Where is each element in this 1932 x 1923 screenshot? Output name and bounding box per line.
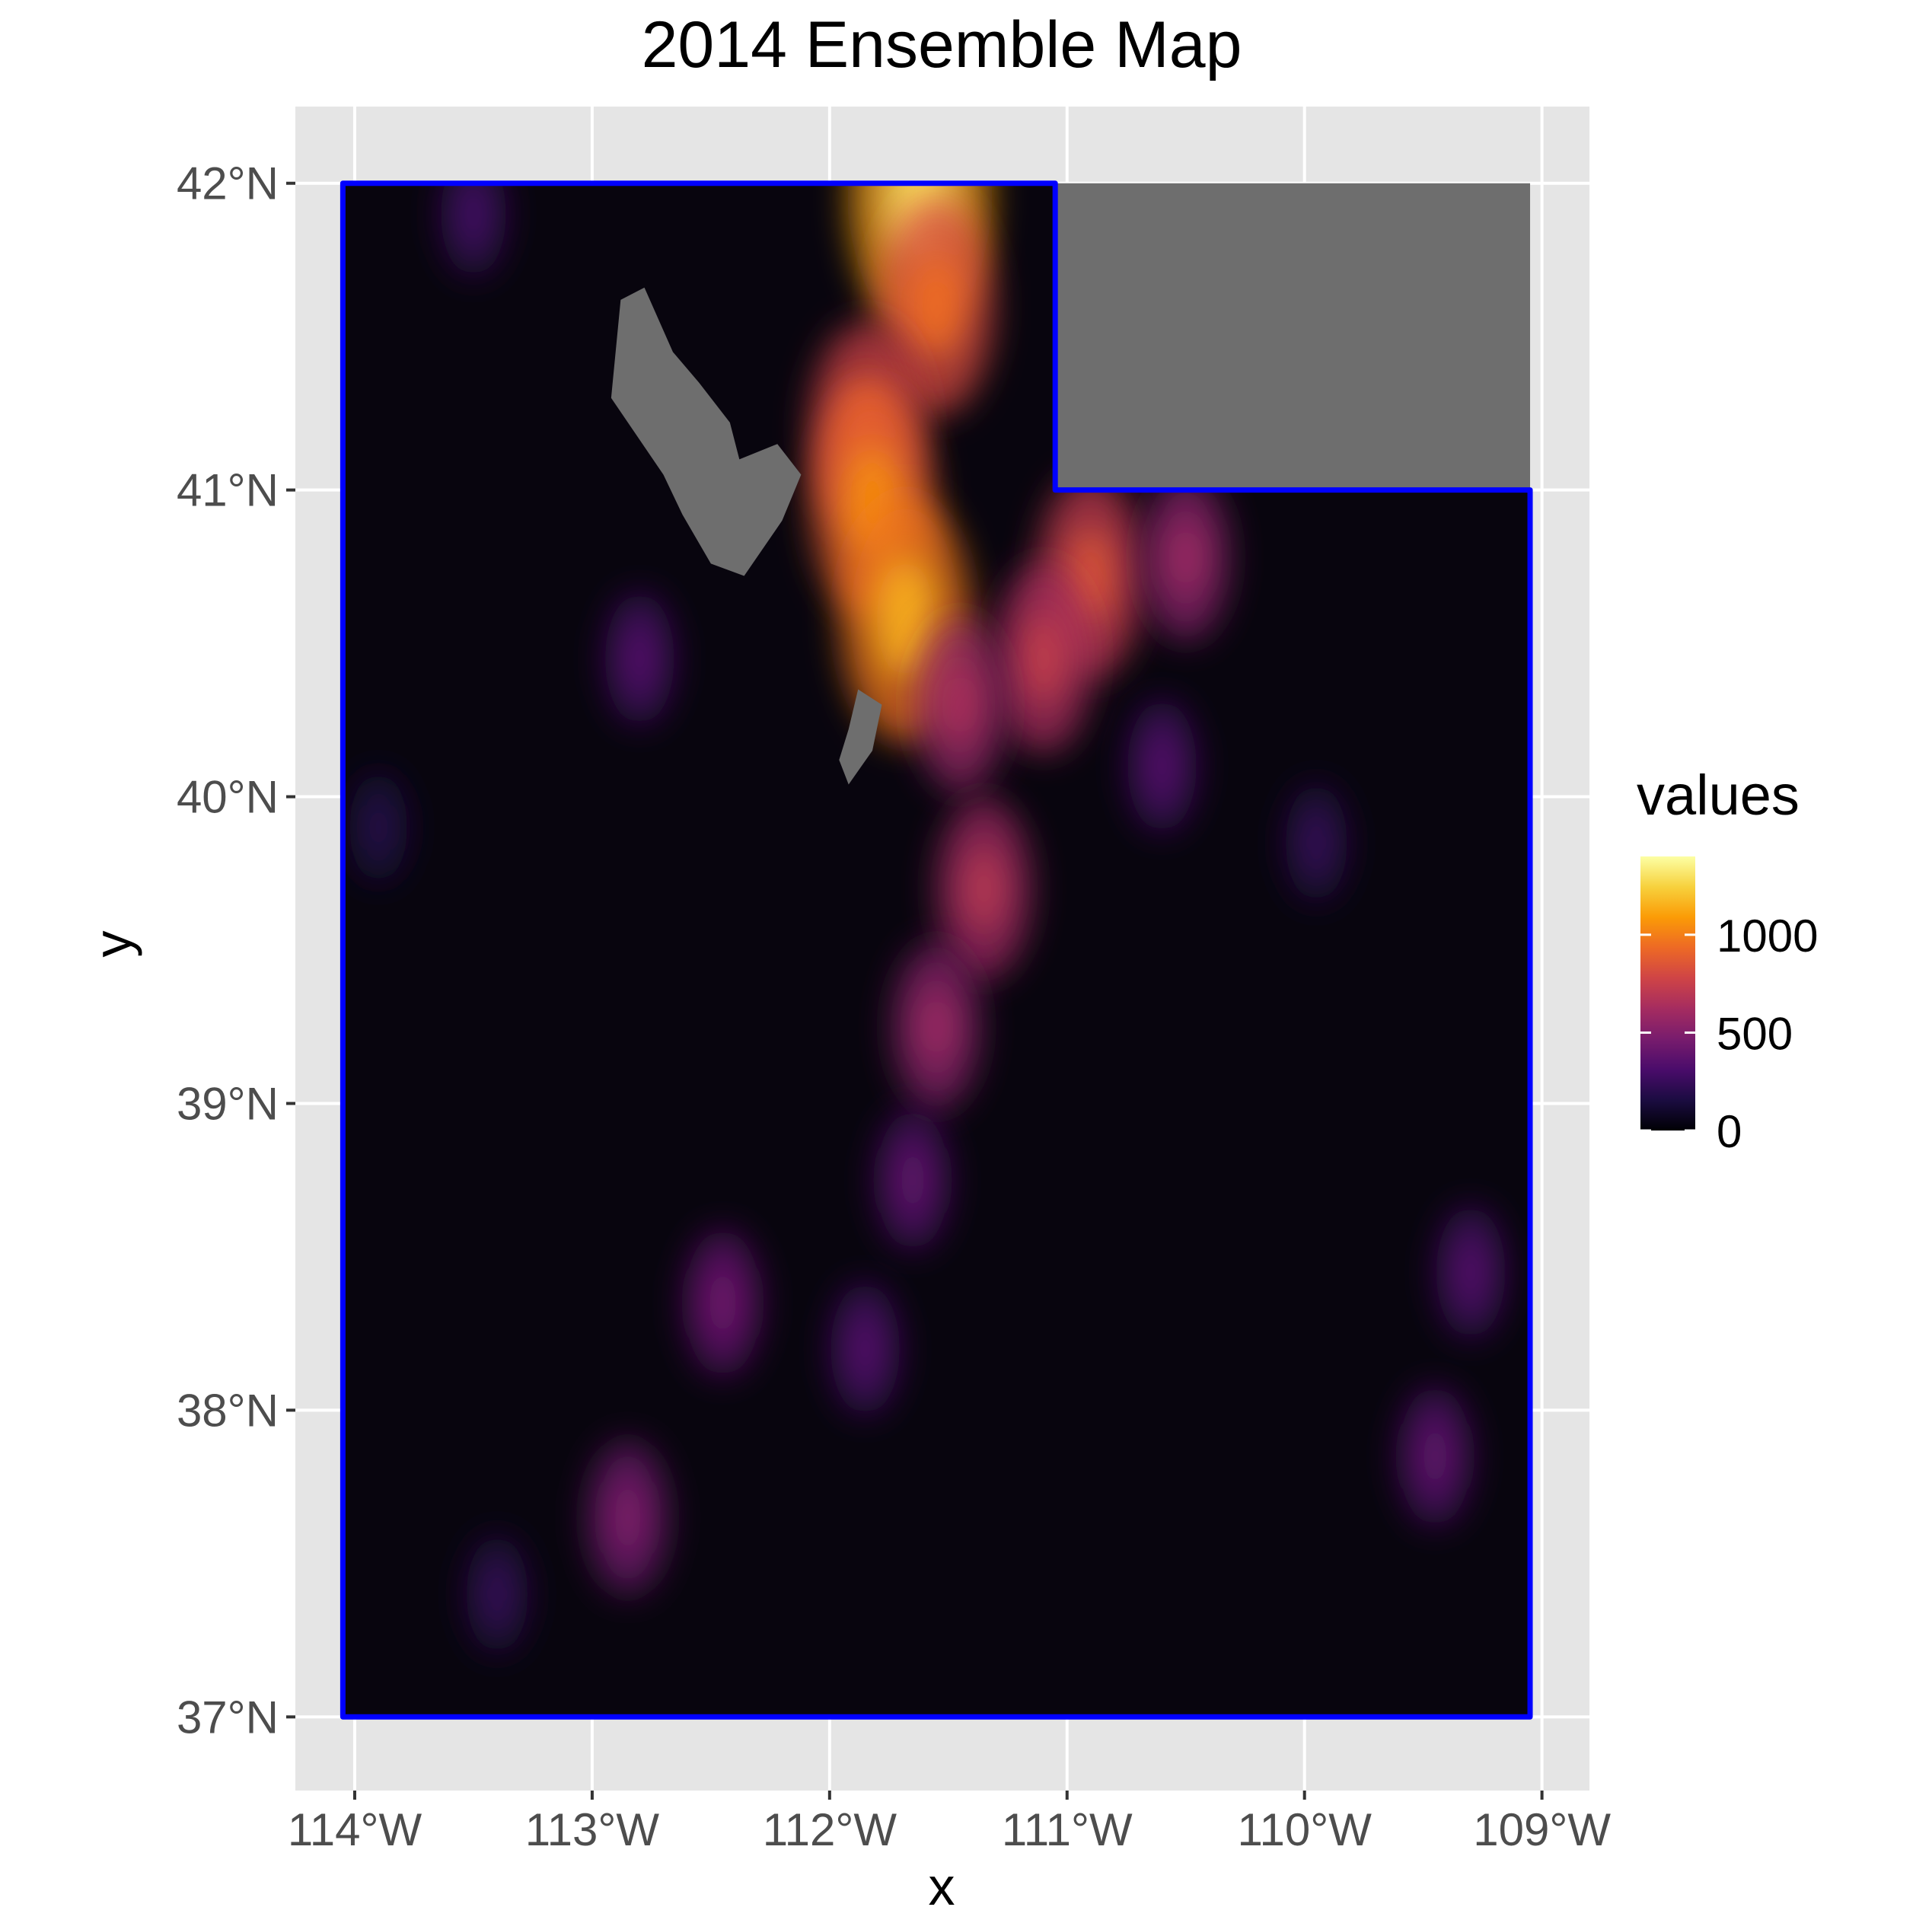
y-tick-label: 42°N <box>177 158 279 209</box>
na-region <box>1055 183 1531 490</box>
na-region <box>839 689 882 785</box>
state-boundary <box>340 180 1533 1720</box>
raster-hotspot <box>440 183 506 276</box>
raster-hotspot <box>831 1283 901 1415</box>
y-axis-label: y <box>83 931 142 958</box>
raster-hotspot <box>936 797 1032 981</box>
x-axis-label: x <box>929 1857 955 1916</box>
raster-layer <box>343 183 1531 1717</box>
y-axis: 37°N 38°N 39°N 40°N 41°N 42°N <box>177 158 295 1743</box>
legend-ticks: 0 500 1000 <box>1640 910 1818 1157</box>
raster-values <box>349 183 1506 1654</box>
raster-hotspot <box>1127 700 1197 832</box>
y-tick-label: 40°N <box>177 772 279 823</box>
legend-tick-label: 1000 <box>1717 910 1818 962</box>
y-tick-label: 41°N <box>177 465 279 516</box>
y-tick-label: 37°N <box>177 1692 279 1743</box>
x-axis: 114°W 113°W 112°W 111°W 110°W 109°W <box>288 1791 1611 1855</box>
x-tick-label: 114°W <box>288 1804 422 1855</box>
raster-hotspot <box>684 1229 761 1376</box>
raster-hotspot <box>878 196 994 416</box>
legend-title: values <box>1637 764 1800 827</box>
na-region <box>611 287 802 576</box>
raster-hotspot <box>604 592 674 725</box>
legend: values 0 500 1000 <box>1637 764 1818 1157</box>
raster-hotspot <box>466 1536 528 1654</box>
raster-hotspot <box>1436 1206 1506 1338</box>
raster-hotspot <box>913 617 1006 792</box>
legend-colorbar <box>1640 856 1695 1131</box>
raster-hotspot <box>1398 1386 1472 1526</box>
raster-hotspot <box>1285 784 1347 901</box>
na-regions <box>611 183 1531 785</box>
x-tick-label: 113°W <box>525 1804 660 1855</box>
raster-hotspot <box>993 563 1094 754</box>
x-tick-label: 110°W <box>1238 1804 1372 1855</box>
x-tick-label: 111°W <box>1002 1804 1133 1855</box>
raster-hotspot <box>349 772 408 883</box>
x-tick-label: 112°W <box>763 1804 897 1855</box>
chart-title: 2014 Ensemble Map <box>642 8 1242 81</box>
legend-tick-label: 0 <box>1717 1106 1742 1157</box>
raster-hotspot <box>876 1111 950 1250</box>
y-tick-label: 39°N <box>177 1078 279 1129</box>
x-tick-label: 109°W <box>1473 1804 1611 1855</box>
raster-hotspot <box>1141 474 1230 642</box>
raster-hotspot <box>587 1440 668 1595</box>
y-tick-label: 38°N <box>177 1385 279 1436</box>
legend-tick-label: 500 <box>1717 1008 1793 1059</box>
raster-hotspot <box>892 942 981 1111</box>
